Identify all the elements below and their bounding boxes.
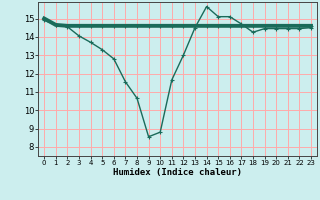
X-axis label: Humidex (Indice chaleur): Humidex (Indice chaleur): [113, 168, 242, 177]
